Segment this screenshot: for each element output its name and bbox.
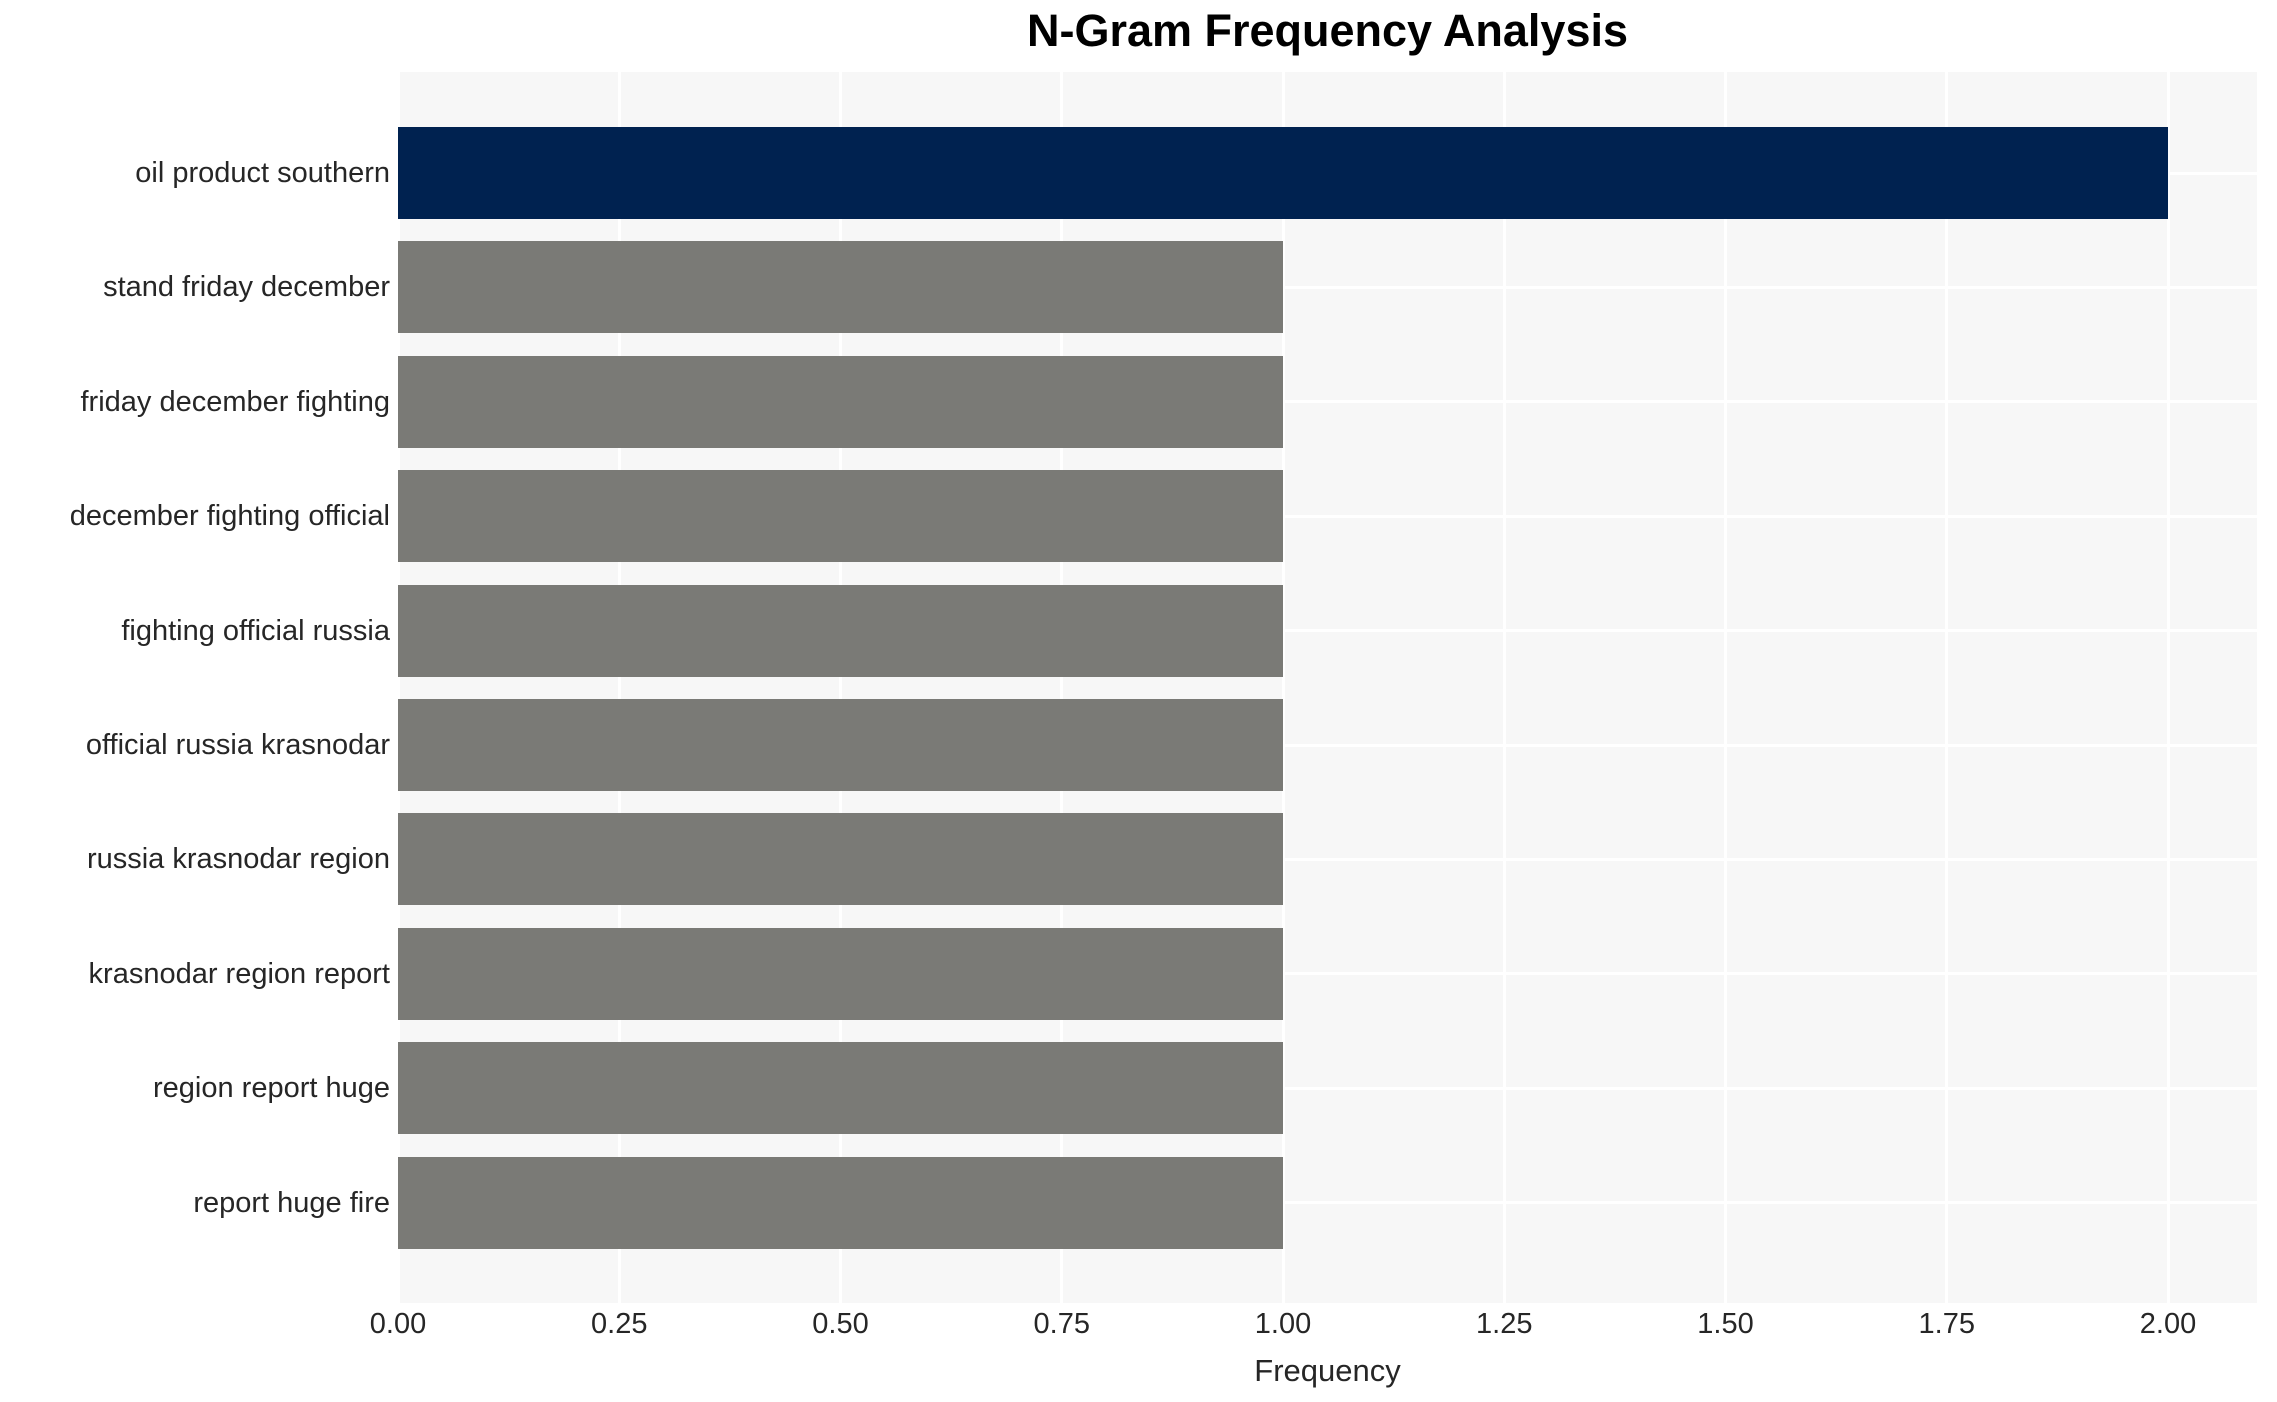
y-tick-label: oil product southern	[135, 157, 390, 189]
bar	[398, 127, 2168, 219]
y-tick-label: december fighting official	[69, 500, 390, 533]
vertical-gridline	[1502, 72, 1506, 1303]
vertical-gridline	[839, 72, 842, 1303]
y-tick-label: official russia krasnodar	[85, 729, 390, 761]
x-tick-label: 1.50	[1697, 1308, 1754, 1340]
bar	[398, 699, 1283, 791]
x-tick-label: 1.75	[1918, 1308, 1975, 1340]
x-tick-label: 1.25	[1476, 1308, 1533, 1340]
horizontal-gridline	[398, 743, 2257, 747]
y-tick-label: report huge fire	[193, 1186, 390, 1219]
y-tick-label: stand friday december	[103, 271, 390, 304]
bar	[398, 470, 1283, 563]
vertical-gridline	[1724, 72, 1727, 1303]
vertical-gridline	[1945, 72, 1949, 1303]
vertical-gridline	[1281, 72, 1285, 1303]
bar	[398, 813, 1283, 906]
y-tick-label: friday december fighting	[80, 385, 391, 418]
x-tick-label: 1.00	[1254, 1308, 1312, 1340]
x-tick-label: 0.00	[369, 1308, 427, 1340]
chart-title: N-Gram Frequency Analysis	[1026, 5, 1629, 56]
y-tick-label: russia krasnodar region	[86, 843, 390, 876]
bar	[398, 355, 1283, 448]
horizontal-gridline	[398, 285, 2257, 289]
vertical-gridline	[617, 72, 621, 1303]
vertical-gridline	[396, 72, 400, 1303]
horizontal-gridline	[398, 514, 2257, 518]
bar	[398, 1042, 1283, 1135]
x-tick-label: 0.25	[591, 1308, 648, 1340]
horizontal-gridline	[398, 857, 2257, 861]
plot-area	[396, 72, 2257, 1303]
y-tick-label: krasnodar region report	[88, 957, 390, 990]
vertical-gridline	[2166, 72, 2170, 1303]
horizontal-gridline	[398, 629, 2257, 633]
y-tick-label: fighting official russia	[121, 614, 390, 647]
y-tick-label: region report huge	[153, 1072, 390, 1105]
horizontal-gridline	[398, 1086, 2257, 1090]
horizontal-gridline	[398, 400, 2257, 404]
x-tick-label: 0.75	[1033, 1308, 1090, 1340]
bar	[398, 1156, 1283, 1249]
horizontal-gridline	[398, 972, 2257, 976]
horizontal-gridline	[398, 1201, 2257, 1205]
bar	[398, 241, 1283, 334]
x-tick-label: 2.00	[2139, 1308, 2197, 1340]
x-axis-label: Frequency	[1254, 1353, 1401, 1388]
bar	[398, 584, 1283, 677]
vertical-gridline	[1060, 72, 1064, 1303]
x-tick-label: 0.50	[812, 1308, 869, 1340]
bar	[398, 927, 1283, 1020]
